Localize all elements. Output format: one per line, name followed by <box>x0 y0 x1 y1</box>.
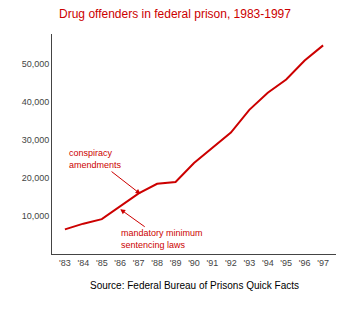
svg-text:'90: '90 <box>188 258 200 268</box>
svg-text:'92: '92 <box>225 258 237 268</box>
svg-text:'86: '86 <box>114 258 126 268</box>
svg-text:'89: '89 <box>170 258 182 268</box>
svg-text:'91: '91 <box>207 258 219 268</box>
svg-text:20,000: 20,000 <box>22 173 50 183</box>
svg-text:'83: '83 <box>59 258 71 268</box>
svg-text:'88: '88 <box>151 258 163 268</box>
svg-text:Drug offenders in federal pris: Drug offenders in federal prison, 1983-1… <box>59 7 291 21</box>
svg-text:'95: '95 <box>280 258 292 268</box>
svg-text:Source: Federal Bureau of Pris: Source: Federal Bureau of Prisons Quick … <box>90 280 299 291</box>
svg-text:40,000: 40,000 <box>22 97 50 107</box>
svg-text:'85: '85 <box>96 258 108 268</box>
svg-text:mandatory minimumsentencing la: mandatory minimumsentencing laws <box>121 228 203 250</box>
svg-text:50,000: 50,000 <box>22 59 50 69</box>
svg-text:'84: '84 <box>77 258 89 268</box>
svg-text:10,000: 10,000 <box>22 211 50 221</box>
svg-text:'87: '87 <box>133 258 145 268</box>
svg-text:'96: '96 <box>299 258 311 268</box>
svg-text:'93: '93 <box>243 258 255 268</box>
svg-text:'94: '94 <box>262 258 274 268</box>
svg-text:'97: '97 <box>317 258 329 268</box>
svg-text:30,000: 30,000 <box>22 135 50 145</box>
svg-text:conspiracyamendments: conspiracyamendments <box>69 148 122 170</box>
